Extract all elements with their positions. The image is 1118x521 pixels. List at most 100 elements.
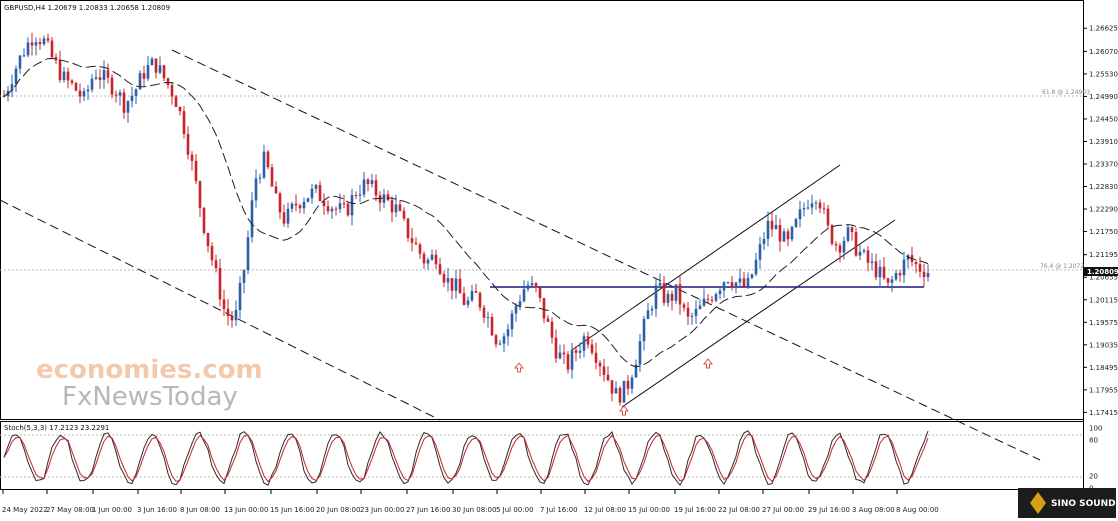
x-tick-label: 1 Jun 00:00 [92, 506, 132, 514]
candle-body [782, 231, 786, 242]
candle-body [170, 85, 174, 97]
candle-body [718, 290, 722, 295]
candle-body [194, 160, 198, 182]
candle-body [726, 282, 730, 284]
candle-body [394, 204, 398, 213]
candle-body [758, 244, 762, 260]
candle-body [594, 352, 598, 363]
candle-body [106, 70, 110, 78]
y-tick-label: 1.24450 [1089, 115, 1118, 123]
candle-body [398, 204, 402, 211]
candle-body [786, 231, 790, 240]
candle-body [734, 282, 738, 288]
x-tick-label: 27 Jun 16:00 [406, 506, 450, 514]
candle-body [878, 266, 882, 278]
candle-body [354, 195, 358, 197]
x-tick-label: 20 Jun 08:00 [316, 506, 360, 514]
candle-body [658, 283, 662, 286]
x-tick-label: 27 Jul 00:00 [762, 506, 804, 514]
stoch-tick-label: 80 [1089, 437, 1098, 445]
candle-body [874, 261, 878, 278]
candle-body [838, 245, 842, 253]
candle-body [294, 203, 298, 206]
pivot-arrows [513, 358, 714, 416]
candle-body [338, 203, 342, 209]
candle-body [26, 42, 30, 56]
candle-body [166, 78, 170, 86]
candle-body [162, 65, 166, 79]
candle-body [434, 254, 438, 265]
candle-body [370, 180, 374, 185]
candle-body [134, 89, 138, 96]
candle-body [454, 278, 458, 291]
candle-body [42, 38, 46, 45]
candle-body [810, 203, 814, 208]
candle-body [590, 344, 594, 353]
candle-body [710, 299, 714, 301]
y-tick-label: 1.19035 [1089, 341, 1118, 349]
candle-body [522, 289, 526, 302]
candle-body [602, 366, 606, 375]
candle-body [450, 278, 454, 291]
candle-body [66, 71, 70, 81]
candle-body [246, 237, 250, 271]
candle-body [822, 208, 826, 210]
candle-body [178, 107, 182, 112]
y-tick-label: 1.25530 [1089, 70, 1118, 78]
candle-body [14, 68, 18, 84]
candle-body [542, 297, 546, 319]
candle-body [854, 231, 858, 256]
x-tick-label: 27 May 08:00 [46, 506, 94, 514]
ascending-channel-lower [621, 219, 896, 408]
candle-body [898, 272, 902, 276]
candle-body [158, 65, 162, 73]
candle-body [330, 208, 334, 212]
candle-body [226, 308, 230, 317]
candle-body [426, 259, 430, 264]
candle-body [274, 186, 278, 194]
candle-body [922, 271, 926, 278]
y-tick-label: 1.24990 [1089, 93, 1118, 101]
candle-body [122, 92, 126, 113]
y-tick-label: 1.20655 [1089, 274, 1118, 282]
candle-body [722, 282, 726, 291]
candle-body [550, 321, 554, 338]
candle-body [626, 380, 630, 389]
candle-body [518, 301, 522, 306]
price-panel-frame [0, 0, 1084, 420]
candle-body [794, 219, 798, 227]
y-tick-label: 1.21750 [1089, 228, 1118, 236]
stoch-title: Stoch(5,3,3) 17.2123 23.2291 [4, 424, 109, 432]
candle-body [182, 111, 186, 135]
candle-body [814, 202, 818, 204]
x-tick-label: 15 Jun 16:00 [270, 506, 314, 514]
candle-body [494, 335, 498, 345]
candle-body [390, 200, 394, 213]
candle-body [30, 42, 34, 46]
candle-body [234, 310, 238, 321]
candle-body [298, 205, 302, 209]
candle-body [414, 242, 418, 245]
candle-body [714, 294, 718, 301]
candle-body [582, 336, 586, 351]
candle-body [58, 60, 62, 81]
y-tick-label: 1.22830 [1089, 183, 1118, 191]
candle-body [190, 154, 194, 161]
candle-body [482, 307, 486, 318]
candle-body [466, 300, 470, 305]
y-axis-ticks: 1.26625 1.26070 1.25530 1.24990 1.24450 1.239… [1083, 25, 1118, 417]
candle-body [366, 179, 370, 185]
candle-body [670, 293, 674, 301]
candle-body [114, 94, 118, 96]
x-tick-label: 8 Jun 08:00 [180, 506, 220, 514]
candle-body [210, 246, 214, 261]
candle-body [762, 239, 766, 245]
candle-body [206, 232, 210, 247]
candle-body [22, 55, 26, 57]
candle-body [218, 268, 222, 300]
y-tick-label: 1.26070 [1089, 48, 1118, 56]
candle-body [266, 151, 270, 168]
candle-body [678, 284, 682, 305]
candle-body [10, 83, 14, 91]
